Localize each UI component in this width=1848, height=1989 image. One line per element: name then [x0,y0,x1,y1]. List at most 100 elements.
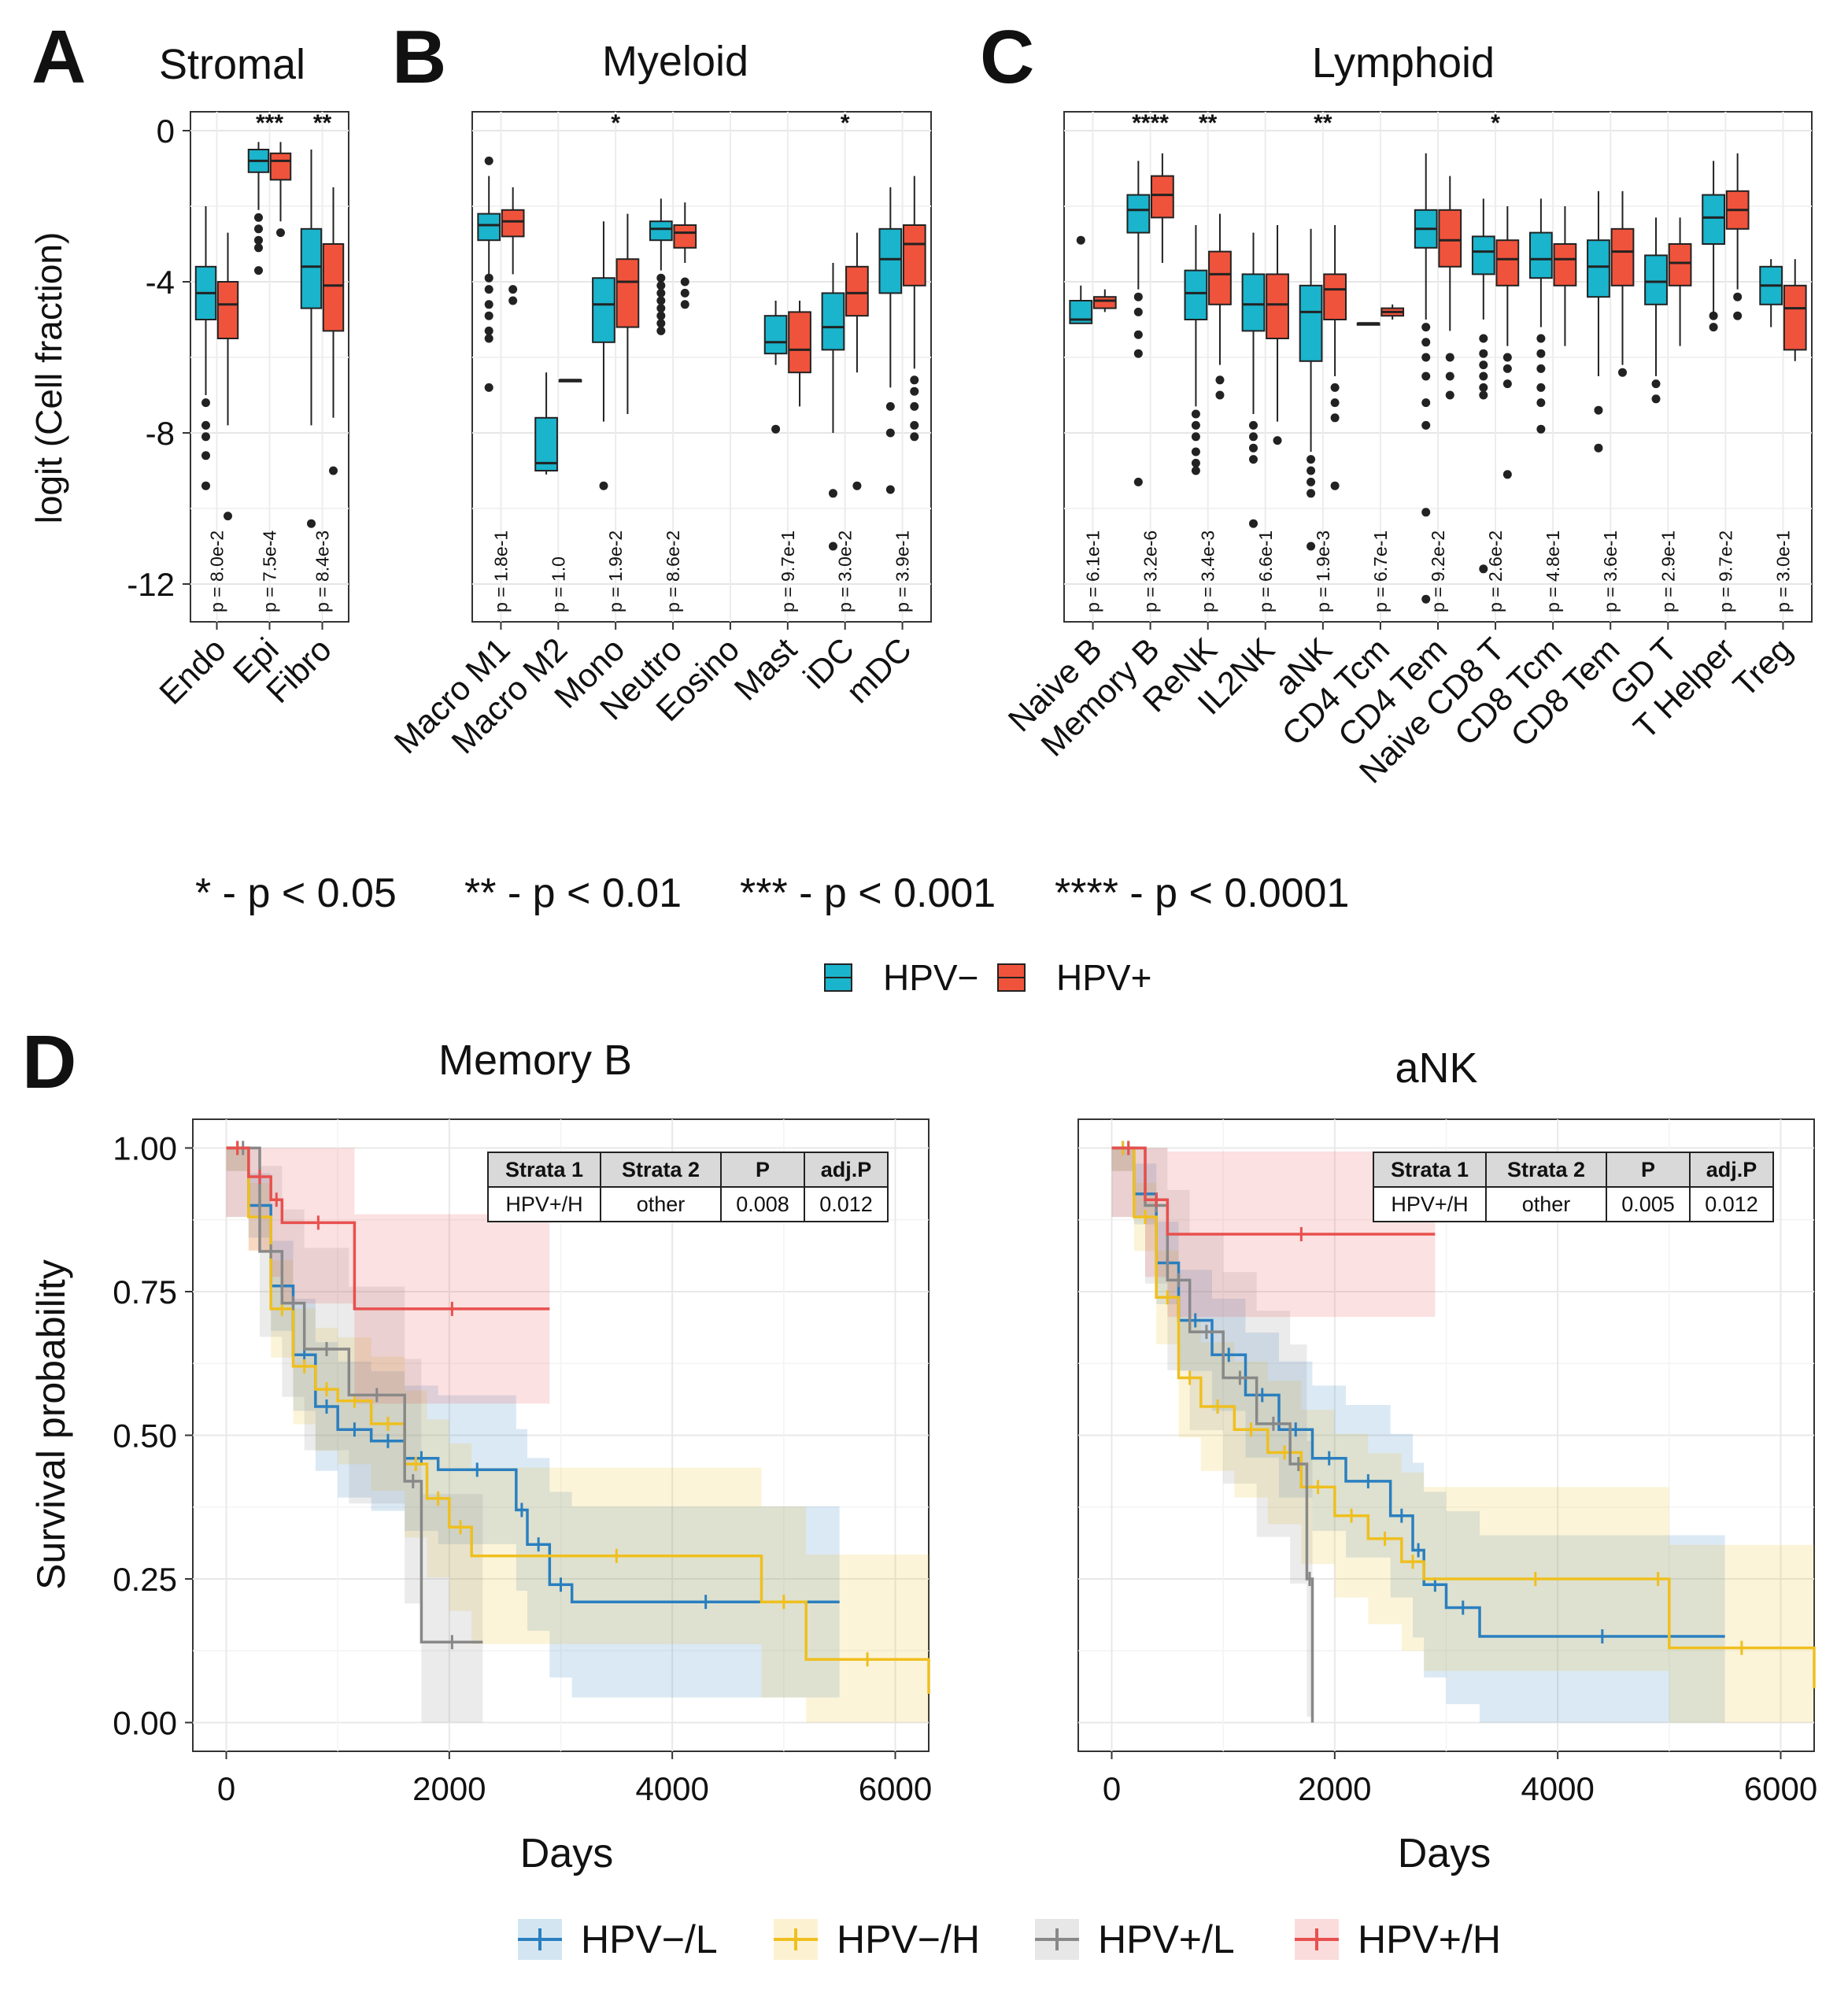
box-outlier [1421,508,1431,517]
table-cell [720,1186,805,1222]
km-memoryb-x-label: Days [520,1831,613,1876]
km-legend-hpv-neg-h: HPV−/H [774,1917,980,1961]
box-hpv-neg [1299,284,1323,362]
panel-frame [471,111,932,623]
legend-hpv-neg: HPV− [824,957,978,998]
table-cell [804,1186,889,1222]
p-value-label: p = 1.9e-3 [1313,531,1333,612]
box-outlier [1273,436,1282,445]
box-hpv-neg [1702,194,1725,246]
box-outlier [1445,390,1454,400]
km-y-axis-label: Survival probability [29,1259,73,1590]
box-outlier [201,451,210,460]
box-outlier [1594,443,1603,453]
box-outlier [852,481,862,490]
box-outlier [253,266,263,275]
box-outlier [1709,311,1718,320]
km-panel-memory-b: 1.00 0.75 0.50 0.25 0.00 0 2000 4000 6000 Strata … [113,1118,932,1807]
box-outlier [771,424,781,434]
box-outlier [1307,489,1316,498]
y-tick-label: -4 [146,264,175,301]
box-outlier [1330,413,1340,423]
table-header-text: P [1641,1158,1655,1181]
table-cell-text: 0.012 [1705,1192,1758,1216]
sig-legend-4: **** - p < 0.0001 [1055,871,1349,916]
box-outlier [1076,235,1085,245]
significance-star: ** [1199,110,1218,136]
box-hpv-pos [673,224,697,249]
sig-legend-3: *** - p < 0.001 [740,871,996,916]
km-legend: HPV−/L HPV−/H HPV+/L HPV+/H [518,1917,1501,1961]
box-outlier [1709,323,1718,332]
box-outlier [1479,390,1488,400]
box-outlier [1307,466,1316,475]
box-outlier [656,304,666,313]
p-value-label: p = 9.7e-2 [1715,531,1735,612]
y-tick-label: -12 [127,566,175,603]
sig-legend-1: * - p < 0.05 [195,871,397,916]
box-outlier [1479,383,1488,392]
box-outlier [201,481,210,490]
category-label: mDC [839,630,918,710]
box-outlier [253,213,263,222]
significance-star: ** [313,110,332,136]
box-outlier [253,235,263,245]
box-hpv-pos [1610,227,1635,287]
box-outlier [1421,594,1431,604]
table-header-text: P [756,1158,770,1181]
box-outlier [1215,390,1225,400]
box-hpv-pos [1438,209,1462,268]
table-cell [1485,1186,1607,1222]
p-value-label: p = 3.2e-6 [1140,531,1161,612]
km-y-tick-label: 0.00 [113,1705,177,1742]
category-label: Endo [152,630,233,712]
box-hpv-neg [1184,269,1208,321]
significance-star: ** [1314,110,1332,136]
box-outlier [1248,455,1258,464]
p-value-label: p = 2.6e-2 [1485,531,1506,612]
panel-b-myeloid: * * p = 1.8e-1 p = 1.0 p = 1.9e-2 p = 8.6e-2 p… [387,110,932,760]
box-outlier [1445,353,1454,362]
box-outlier [1330,398,1340,408]
box-outlier [1215,375,1225,385]
km-legend-hpv-neg-h-label: HPV−/H [837,1917,980,1961]
km-legend-hpv-pos-l-label: HPV+/L [1098,1917,1235,1961]
box-outlier [1133,307,1143,316]
km-x-tick-label: 4000 [635,1770,708,1807]
km-confidence-band [226,1148,929,1723]
box-outlier [1502,379,1512,389]
km-legend-hpv-neg-l-label: HPV−/L [581,1917,718,1961]
table-header-cell [1689,1152,1774,1188]
box-outlier [1330,481,1340,490]
p-value-label: p = 7.5e-4 [260,531,280,612]
box-outlier [1133,330,1143,339]
km-ank-title: aNK [1395,1044,1477,1092]
p-value-label: p = 9.2e-2 [1428,531,1448,612]
km-x-tick-label: 0 [1103,1770,1121,1807]
p-value-label: p = 3.9e-1 [893,531,913,612]
box-outlier [1307,455,1316,464]
km-y-tick-label: 0.50 [113,1418,177,1455]
p-value-label: p = 6.1e-1 [1083,531,1103,612]
box-outlier [1133,477,1143,486]
km-x-tick-label: 0 [217,1770,235,1807]
box-y-axis-label: logit (Cell fraction) [28,232,69,524]
box-outlier [885,485,895,494]
box-hpv-neg [534,416,558,471]
box-outlier [1133,349,1143,358]
significance-star: *** [256,110,283,136]
category-label: Treg [1726,630,1799,704]
km-y-tick-label: 0.25 [113,1561,177,1598]
table-header-text: Strata 1 [1391,1158,1469,1181]
p-value-label: p = 3.6e-1 [1600,531,1621,612]
panel-letter-c: C [980,15,1034,99]
box-outlier [1733,292,1743,301]
km-x-tick-label: 6000 [1744,1770,1817,1807]
box-outlier [329,466,338,475]
box-outlier [1479,372,1488,381]
table-header-cell [1373,1152,1487,1188]
panel-c-title: Lymphoid [1312,39,1495,87]
p-value-label: p = 1.8e-1 [490,531,511,612]
box-hpv-pos [788,311,811,374]
box-outlier [1536,383,1546,392]
